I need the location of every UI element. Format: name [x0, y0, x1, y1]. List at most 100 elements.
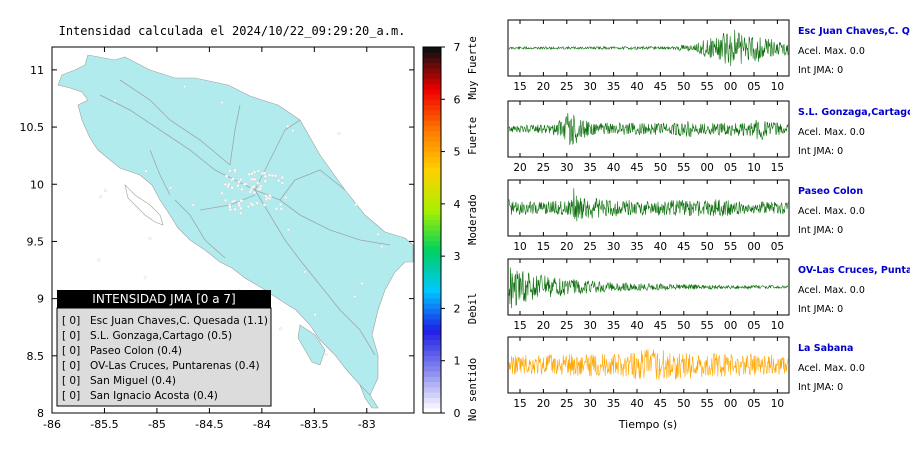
station-dot [256, 169, 260, 173]
station-dot [168, 186, 172, 190]
seismogram-acel-max: Acel. Max. 0.0 [798, 363, 865, 374]
map-y-tick-label: 10 [30, 178, 44, 191]
map-y-tick-label: 9.5 [27, 235, 45, 248]
station-dot [99, 195, 103, 199]
colorbar-category-label: Moderado [467, 194, 479, 245]
station-dot [303, 270, 307, 274]
station-dot [270, 173, 274, 178]
seismogram-tick-label: 10 [747, 162, 760, 174]
colorbar-segment [423, 365, 441, 372]
legend-item-badge: [ 0] [62, 315, 80, 327]
colorbar-segment [423, 177, 441, 184]
colorbar-segment [423, 303, 441, 309]
colorbar-segment [423, 277, 441, 283]
colorbar-segment [423, 287, 441, 294]
colorbar-segment [423, 162, 441, 168]
seismogram-tick-label: 05 [747, 81, 760, 93]
colorbar-segment [423, 282, 441, 289]
station-dot [191, 203, 195, 207]
colorbar-tick-label: 7 [454, 41, 461, 54]
colorbar-segment [423, 292, 441, 299]
colorbar-segment [423, 256, 441, 262]
colorbar-segment [423, 297, 441, 304]
colorbar-segment [423, 172, 441, 179]
colorbar-tick-label: 3 [454, 250, 461, 263]
osa-peninsula [297, 324, 326, 366]
colorbar-segment [423, 230, 441, 236]
colorbar-segment [423, 83, 441, 90]
seismogram-tick-label: 45 [630, 162, 643, 174]
seismogram-tick-label: 30 [584, 81, 597, 93]
colorbar-segment [423, 240, 441, 247]
colorbar-segment [423, 73, 441, 79]
seismogram-int-jma: Int JMA: 0 [798, 65, 843, 76]
seismogram-tick-label: 25 [537, 162, 550, 174]
station-dot [263, 174, 267, 178]
colorbar-segment [423, 109, 441, 116]
seismogram-trace [508, 188, 789, 222]
station-dot [223, 182, 227, 186]
map-y-tick-label: 9 [37, 293, 44, 306]
colorbar-segment [423, 339, 441, 346]
station-dot [263, 203, 267, 207]
station-dot [97, 258, 101, 262]
colorbar-segment [423, 57, 441, 64]
station-dot [284, 195, 288, 199]
colorbar-segment [423, 245, 441, 252]
station-dot [360, 281, 364, 285]
station-dot [279, 207, 283, 211]
station-dot [239, 199, 243, 203]
seismogram-tick-label: 30 [584, 398, 597, 410]
road-line-4 [229, 104, 241, 166]
seismogram-tick-label: 35 [607, 320, 620, 332]
road-line-8 [149, 149, 171, 196]
colorbar-tick-label: 2 [454, 302, 461, 315]
colorbar-segment [423, 397, 441, 404]
colorbar-segment [423, 402, 441, 409]
seismogram-tick-label: 30 [584, 320, 597, 332]
seismogram-tick-label: 45 [654, 81, 667, 93]
seismogram-tick-label: 40 [654, 241, 667, 253]
road-line-2 [254, 189, 391, 246]
station-dot [274, 207, 279, 211]
map-x-tick-label: -86 [43, 418, 61, 431]
station-dot [313, 313, 317, 317]
seismogram-tick-label: 20 [560, 241, 573, 253]
seismogram-trace [508, 348, 789, 380]
seismogram-tick-label: 10 [513, 241, 526, 253]
colorbar-segment [423, 156, 441, 163]
station-dot [277, 179, 281, 183]
station-dot [263, 179, 267, 183]
station-dot [231, 177, 235, 181]
legend-header-background [57, 290, 271, 308]
legend-item-label: Paseo Colon (0.4) [90, 345, 182, 357]
legend-item-badge: [ 0] [62, 330, 80, 342]
map-x-axis: -86 -85.5 -85 -84.5 -84 -83.5 -83 [43, 47, 376, 431]
station-dot [220, 101, 224, 105]
colorbar-segment [423, 224, 441, 231]
station-dot [144, 169, 148, 173]
map-y-tick-label: 11 [30, 64, 44, 77]
seismogram-tick-label: 25 [560, 320, 573, 332]
colorbar-segment [423, 250, 441, 257]
colorbar-gradient [423, 47, 441, 414]
colorbar-category-label: Muy Fuerte [467, 36, 479, 99]
legend-item-badge: [ 0] [62, 375, 80, 387]
colorbar-segment [423, 78, 441, 85]
map-x-tick-label: -83.5 [300, 418, 328, 431]
seismogram-tick-label: 40 [607, 162, 620, 174]
road-line-9 [279, 169, 346, 201]
station-dot [337, 131, 341, 135]
colorbar-segment [423, 392, 441, 398]
station-dot [237, 201, 241, 205]
seismogram-tick-label: 05 [747, 320, 760, 332]
map-x-tick-label: -85.5 [90, 418, 118, 431]
legend-item-label: Esc Juan Chaves,C. Quesada (1.1) [90, 315, 268, 327]
seismogram-tick-label: 15 [537, 241, 550, 253]
seismogram-tick-label: 15 [513, 320, 526, 332]
colorbar-segment [423, 308, 441, 315]
colorbar-segment [423, 130, 441, 137]
legend-item-badge: [ 0] [62, 390, 80, 402]
seismogram-int-jma: Int JMA: 0 [798, 225, 843, 236]
seismogram-tick-label: 50 [654, 162, 667, 174]
